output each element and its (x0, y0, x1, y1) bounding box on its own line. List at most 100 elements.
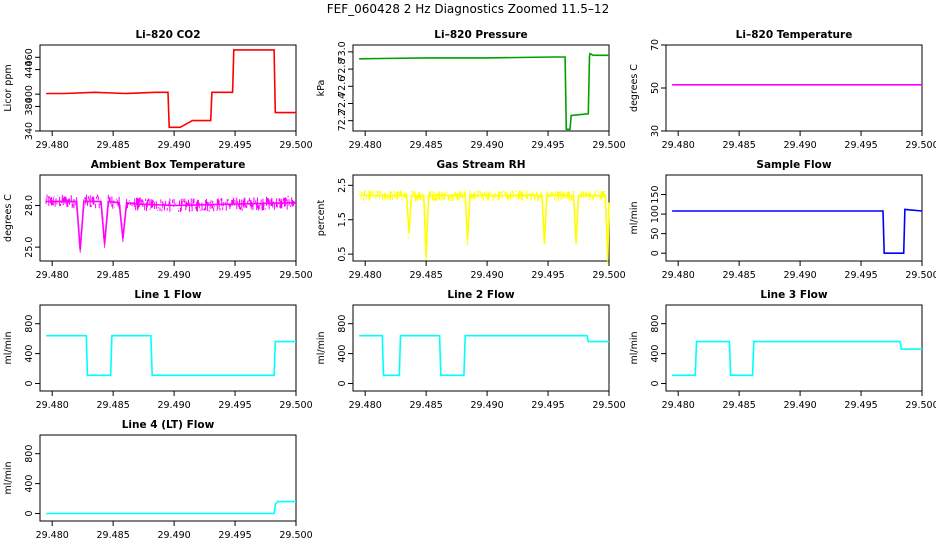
x-tick-label: 29.490 (157, 400, 190, 411)
series-noise (45, 194, 296, 253)
y-tick-label: 0 (24, 380, 35, 386)
y-tick-label: 400 (24, 85, 35, 103)
chart-title: Li–820 Temperature (736, 29, 853, 41)
series-line (46, 334, 296, 377)
x-tick-label: 29.490 (783, 270, 816, 281)
x-tick-label: 29.480 (662, 270, 695, 281)
x-tick-label: 29.480 (662, 140, 695, 151)
y-axis-label: kPa (316, 80, 327, 97)
x-tick-label: 29.480 (36, 270, 69, 281)
chart-panel: Line 4 (LT) Flow 29.480 29.485 29.490 29.495… (3, 419, 313, 540)
x-tick-label: 29.485 (723, 140, 756, 151)
y-tick-label: 72.8 (337, 59, 348, 80)
y-tick-label: 25.0 (24, 237, 35, 258)
x-tick-label: 29.495 (218, 530, 251, 540)
y-tick-label: 28.0 (24, 195, 35, 216)
x-tick-label: 29.480 (349, 140, 382, 151)
y-tick-label: 0.5 (337, 247, 348, 262)
x-tick-label: 29.490 (157, 270, 190, 281)
x-tick-label: 29.500 (592, 140, 625, 151)
x-tick-label: 29.490 (470, 400, 503, 411)
series-noise (358, 190, 610, 264)
x-tick-label: 29.500 (905, 270, 936, 281)
x-tick-label: 29.480 (349, 270, 382, 281)
plot-frame (39, 434, 297, 522)
page-title: FEF_060428 2 Hz Diagnostics Zoomed 11.5–… (326, 2, 610, 16)
x-tick-label: 29.485 (410, 400, 443, 411)
plot-frame (352, 174, 610, 262)
y-tick-label: 800 (24, 445, 35, 463)
series-line (359, 334, 609, 377)
x-tick-label: 29.495 (844, 400, 877, 411)
plot-frame (352, 304, 610, 392)
plot-frame (665, 174, 923, 262)
plot-frame (39, 304, 297, 392)
x-tick-label: 29.485 (410, 140, 443, 151)
y-tick-label: 50 (650, 82, 661, 94)
chart-title: Line 4 (LT) Flow (122, 419, 215, 431)
x-tick-label: 29.490 (470, 270, 503, 281)
y-tick-label: 100 (650, 205, 661, 223)
y-axis-label: ml/min (629, 201, 640, 234)
x-tick-label: 29.485 (97, 140, 130, 151)
y-tick-label: 440 (24, 61, 35, 79)
x-tick-label: 29.495 (218, 270, 251, 281)
y-tick-label: 340 (24, 122, 35, 140)
series-line (359, 194, 610, 260)
x-tick-label: 29.500 (905, 140, 936, 151)
plot-frame (39, 44, 297, 132)
y-tick-label: 460 (24, 48, 35, 66)
chart-panel: Sample Flow 29.480 29.485 29.490 29.495 29.50… (629, 159, 936, 281)
y-tick-label: 72.6 (337, 76, 348, 97)
x-tick-label: 29.495 (531, 400, 564, 411)
x-tick-label: 29.485 (410, 270, 443, 281)
chart-panel: Li–820 CO2 29.480 29.485 29.490 29.495 29.500… (3, 29, 313, 151)
x-tick-label: 29.495 (531, 140, 564, 151)
chart-panel: Line 1 Flow 29.480 29.485 29.490 29.495 29.50… (3, 289, 313, 411)
y-axis-label: percent (316, 200, 327, 237)
series-line (359, 52, 609, 131)
y-tick-label: 72.2 (337, 110, 348, 131)
y-axis-label: degrees C (629, 64, 640, 112)
x-tick-label: 29.500 (279, 400, 312, 411)
series-line (672, 208, 923, 254)
plot-frame (352, 44, 610, 132)
x-tick-label: 29.485 (97, 530, 130, 540)
x-tick-label: 29.490 (783, 400, 816, 411)
y-tick-label: 400 (24, 345, 35, 363)
x-tick-label: 29.495 (844, 270, 877, 281)
x-tick-label: 29.480 (662, 400, 695, 411)
chart-panel: Gas Stream RH 29.480 29.485 29.490 29.495 29.… (316, 159, 626, 281)
x-tick-label: 29.490 (157, 140, 190, 151)
chart-title: Li–820 CO2 (135, 29, 200, 41)
chart-title: Line 1 Flow (134, 289, 201, 301)
x-tick-label: 29.500 (279, 270, 312, 281)
x-tick-label: 29.500 (592, 270, 625, 281)
x-tick-label: 29.485 (97, 270, 130, 281)
y-tick-label: 380 (24, 97, 35, 115)
x-tick-label: 29.500 (592, 400, 625, 411)
y-tick-label: 72.4 (337, 93, 348, 114)
x-tick-label: 29.490 (470, 140, 503, 151)
x-tick-label: 29.495 (531, 270, 564, 281)
x-tick-label: 29.490 (157, 530, 190, 540)
x-tick-label: 29.490 (783, 140, 816, 151)
y-axis-label: ml/min (3, 331, 14, 364)
plot-frame (39, 174, 297, 262)
x-tick-label: 29.500 (905, 400, 936, 411)
y-tick-label: 70 (650, 39, 661, 51)
chart-panel: Line 2 Flow 29.480 29.485 29.490 29.495 29.50… (316, 289, 626, 411)
y-axis-label: ml/min (316, 331, 327, 364)
plot-frame (665, 44, 923, 132)
y-tick-label: 800 (24, 315, 35, 333)
y-axis-label: ml/min (629, 331, 640, 364)
y-tick-label: 800 (650, 315, 661, 333)
plot-frame (665, 304, 923, 392)
y-tick-label: 400 (650, 345, 661, 363)
y-tick-label: 50 (650, 228, 661, 240)
x-tick-label: 29.485 (723, 270, 756, 281)
x-tick-label: 29.485 (723, 400, 756, 411)
y-tick-label: 400 (337, 345, 348, 363)
x-tick-label: 29.495 (844, 140, 877, 151)
